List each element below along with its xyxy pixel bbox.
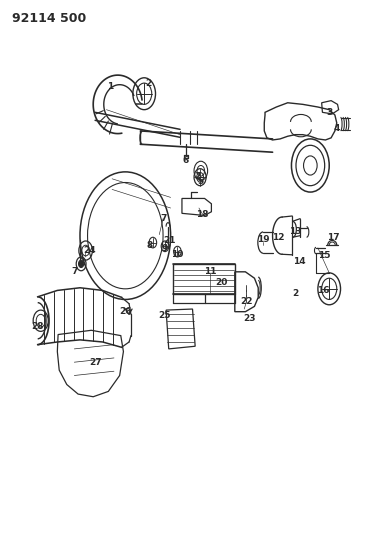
Text: 8: 8	[147, 241, 153, 250]
Text: 2: 2	[292, 288, 298, 297]
Text: 2: 2	[194, 172, 200, 181]
Text: 18: 18	[196, 210, 209, 219]
Circle shape	[78, 260, 84, 268]
Text: 25: 25	[159, 311, 171, 320]
Text: 7: 7	[71, 268, 78, 276]
Text: 3: 3	[326, 108, 332, 117]
Text: 26: 26	[119, 307, 132, 316]
Text: 5: 5	[198, 177, 204, 186]
Text: 13: 13	[289, 228, 301, 237]
Text: 6: 6	[183, 156, 189, 165]
Text: 9: 9	[162, 245, 168, 254]
Text: 16: 16	[317, 286, 330, 295]
Text: 19: 19	[257, 236, 269, 245]
Text: 27: 27	[89, 358, 102, 367]
Text: 15: 15	[318, 252, 331, 260]
Text: 2: 2	[145, 78, 151, 87]
Text: 20: 20	[215, 278, 228, 287]
Text: 7: 7	[160, 214, 166, 223]
Text: 11: 11	[204, 268, 216, 276]
Text: 12: 12	[272, 233, 285, 242]
Text: 14: 14	[293, 257, 305, 265]
Text: 28: 28	[31, 321, 44, 330]
Text: 21: 21	[164, 237, 176, 246]
Text: 24: 24	[83, 246, 96, 255]
Text: 23: 23	[244, 313, 256, 322]
Text: 22: 22	[240, 296, 252, 305]
Text: 4: 4	[334, 124, 340, 133]
Text: 1: 1	[107, 82, 113, 91]
Text: 17: 17	[327, 233, 339, 242]
Text: 10: 10	[171, 250, 183, 259]
Text: 92114 500: 92114 500	[12, 12, 86, 26]
